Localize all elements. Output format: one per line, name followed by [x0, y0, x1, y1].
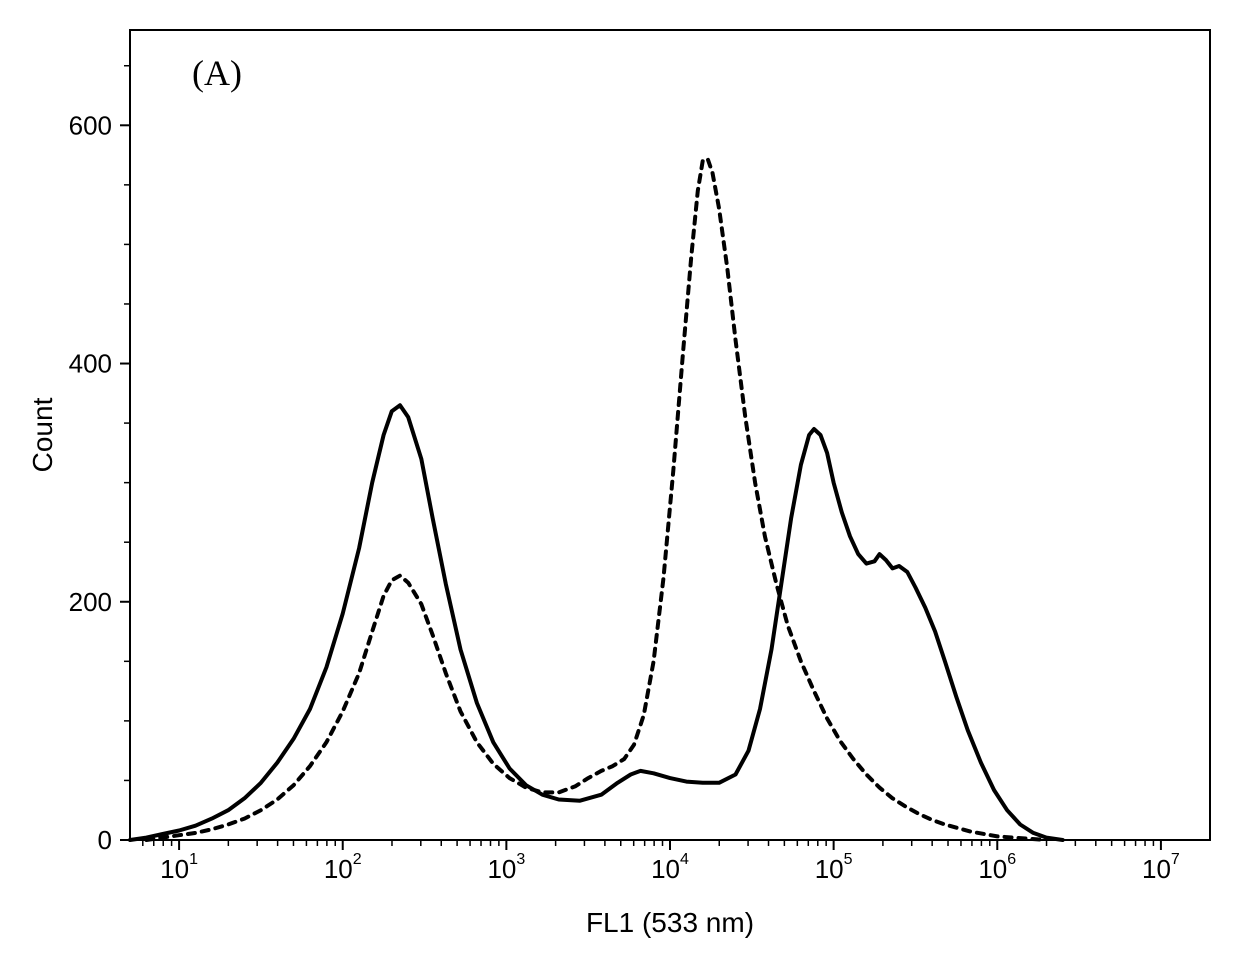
x-axis-label: FL1 (533 nm) [586, 907, 754, 938]
svg-text:200: 200 [69, 587, 112, 617]
panel-label: (A) [192, 53, 242, 93]
svg-text:400: 400 [69, 349, 112, 379]
svg-text:600: 600 [69, 110, 112, 140]
y-axis-label: Count [27, 397, 58, 472]
svg-text:0: 0 [98, 825, 112, 855]
flow-cytometry-histogram: 0200400600101102103104105106107CountFL1 … [0, 0, 1240, 956]
chart-svg: 0200400600101102103104105106107CountFL1 … [0, 0, 1240, 956]
